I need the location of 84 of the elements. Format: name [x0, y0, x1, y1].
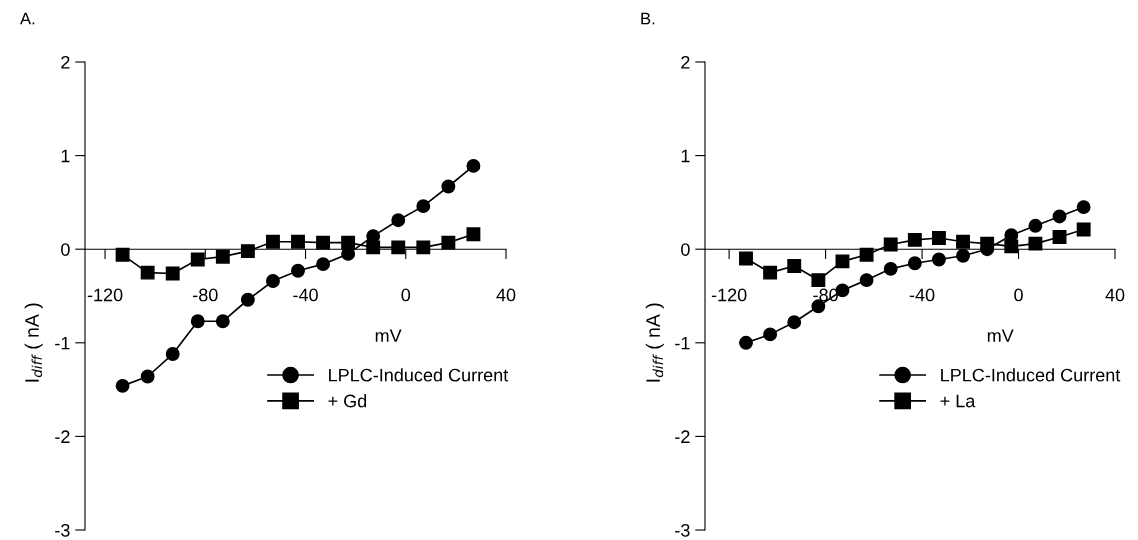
- point: [391, 240, 406, 255]
- legend-label: LPLC-Induced Current: [941, 368, 1121, 382]
- x-tick-label: 0: [1014, 288, 1023, 302]
- point: [763, 327, 778, 342]
- y-tick-label: -1: [675, 336, 690, 350]
- point: [859, 247, 874, 262]
- legend-label: + La: [940, 394, 976, 408]
- point: [1052, 230, 1067, 244]
- x-tick-label: -80: [193, 288, 218, 302]
- point: [1028, 236, 1043, 251]
- y-tick-label: -1: [55, 336, 70, 350]
- point: [907, 256, 922, 271]
- y-axis-title: I$_{diff}$ ( nA ): [645, 303, 664, 382]
- y-tick-label: -2: [675, 430, 690, 443]
- point: [316, 235, 331, 250]
- chart-title: B.: [641, 12, 655, 25]
- y-tick-label: -3: [675, 523, 690, 537]
- point: [316, 257, 331, 272]
- legend-label: LPLC-Induced Current: [329, 368, 509, 382]
- point: [931, 252, 946, 267]
- y-tick-label: 1: [61, 149, 70, 163]
- point: [907, 232, 922, 247]
- point: [140, 369, 155, 384]
- point: [1076, 222, 1091, 237]
- y-tick-label: 0: [61, 243, 70, 256]
- y-tick-label: 1: [681, 149, 690, 163]
- point: [466, 227, 481, 242]
- point: [291, 234, 305, 249]
- y-tick-label: 0: [681, 243, 690, 256]
- x-axis-title: mV: [987, 329, 1014, 342]
- point: [956, 234, 971, 249]
- x-tick-label: -40: [909, 288, 935, 302]
- point: [441, 179, 456, 194]
- point: [366, 240, 381, 255]
- point: [266, 234, 280, 249]
- point: [341, 235, 356, 250]
- y-tick-label: 2: [61, 55, 70, 69]
- point: [165, 266, 180, 281]
- point: [190, 314, 205, 329]
- point: [739, 251, 753, 266]
- point: [883, 261, 898, 276]
- point: [1052, 209, 1067, 224]
- x-axis-title: mV: [375, 329, 402, 342]
- point: [787, 315, 802, 330]
- x-tick-label: 40: [496, 288, 516, 302]
- point: [466, 158, 481, 173]
- point: [165, 347, 180, 361]
- y-axis-title: I$_{diff}$ ( nA ): [24, 303, 43, 382]
- point: [391, 213, 406, 228]
- point: [1076, 200, 1091, 215]
- point: [190, 252, 205, 267]
- point: [416, 240, 431, 255]
- y-tick-label: -2: [55, 430, 70, 443]
- x-tick-label: 0: [401, 288, 411, 302]
- point: [416, 199, 431, 214]
- y-tick-label: -3: [55, 523, 70, 537]
- point: [215, 249, 230, 264]
- point: [266, 274, 280, 288]
- point: [115, 378, 130, 393]
- point: [787, 259, 802, 273]
- point: [931, 231, 946, 245]
- point: [291, 263, 305, 278]
- y-tick-label: 2: [681, 55, 690, 69]
- point: [763, 265, 778, 280]
- point: [811, 273, 826, 288]
- x-tick-label: -120: [87, 288, 123, 302]
- point: [1004, 239, 1019, 254]
- point: [835, 254, 850, 269]
- point: [739, 335, 753, 350]
- point: [240, 292, 255, 307]
- point: [441, 235, 456, 250]
- point: [140, 265, 155, 280]
- legend-label: + Gd: [328, 394, 367, 408]
- point: [859, 273, 874, 288]
- point: [956, 248, 971, 263]
- point: [980, 236, 995, 251]
- x-tick-label: -40: [293, 288, 318, 302]
- x-tick-label: 40: [1105, 288, 1125, 302]
- point: [1028, 218, 1043, 233]
- point: [115, 247, 130, 262]
- point: [215, 314, 230, 329]
- chart-title: A.: [20, 12, 35, 25]
- point: [240, 244, 255, 259]
- x-tick-label: -120: [711, 288, 747, 302]
